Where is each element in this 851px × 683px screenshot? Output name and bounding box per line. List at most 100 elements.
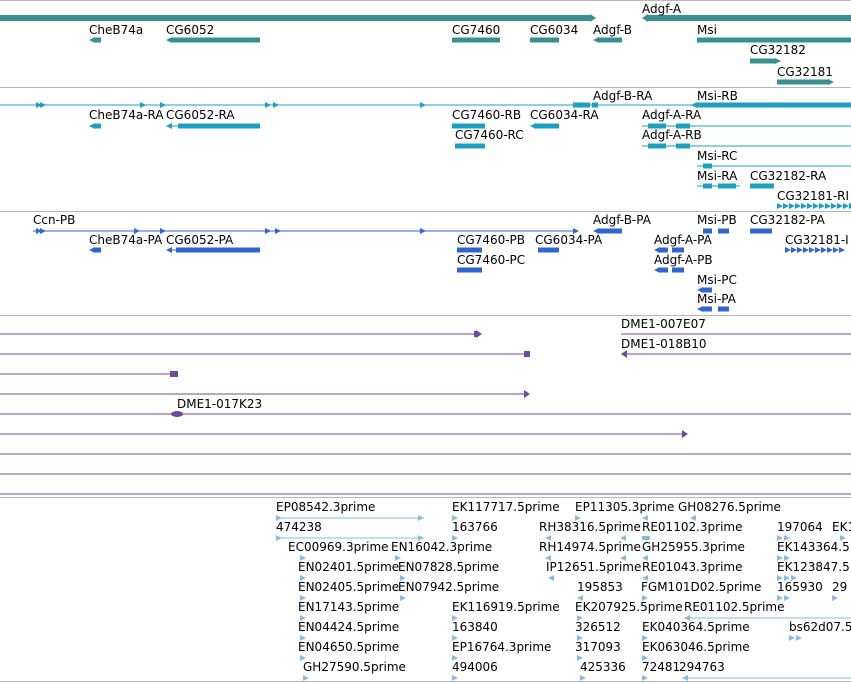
est-label[interactable]: GH08276.5prime: [678, 500, 781, 514]
exon-tick[interactable]: [400, 595, 406, 601]
est-label[interactable]: EK143364.5: [777, 540, 850, 554]
exon-tick[interactable]: [420, 228, 426, 234]
est-label[interactable]: EK123847.5: [777, 560, 850, 574]
clone-end[interactable]: [524, 390, 530, 398]
gene-bar[interactable]: [648, 15, 851, 21]
exon-block[interactable]: [718, 228, 729, 234]
est-label[interactable]: EN07942.5prime: [398, 580, 499, 594]
gene-label[interactable]: Adgf-A: [642, 2, 682, 16]
est-label[interactable]: RH14974.5prime: [539, 540, 641, 554]
exon-tick[interactable]: [452, 535, 458, 541]
strand-arrow-left[interactable]: [697, 287, 703, 293]
clone-end[interactable]: [524, 351, 530, 357]
gene-label[interactable]: CheB74a: [89, 23, 143, 37]
exon-block[interactable]: [703, 287, 712, 293]
exon-block[interactable]: [648, 143, 666, 149]
exon-tick[interactable]: [784, 535, 790, 541]
exon-tick[interactable]: [783, 203, 789, 209]
exon-tick[interactable]: [273, 102, 279, 108]
prediction-label[interactable]: CheB74a-PA: [89, 233, 163, 247]
exon-block[interactable]: [672, 247, 684, 253]
exon-tick[interactable]: [276, 535, 282, 541]
est-label[interactable]: EK1: [832, 520, 851, 534]
exon-tick[interactable]: [642, 675, 648, 681]
gene-label[interactable]: CG6034: [530, 23, 578, 37]
est-label[interactable]: EK207925.5prime: [575, 600, 683, 614]
strand-arrow-right[interactable]: [590, 14, 596, 22]
est-label[interactable]: 163840: [452, 620, 498, 634]
exon-tick[interactable]: [303, 675, 309, 681]
exon-tick[interactable]: [777, 595, 783, 601]
est-label[interactable]: RE01043.3prime: [642, 560, 743, 574]
est-label[interactable]: GH25955.3prime: [642, 540, 745, 554]
exon-tick[interactable]: [300, 555, 306, 561]
exon-block[interactable]: [172, 37, 260, 43]
exon-tick[interactable]: [777, 555, 783, 561]
exon-tick[interactable]: [452, 615, 458, 621]
exon-tick[interactable]: [837, 203, 843, 209]
transcript-label[interactable]: CG7460-RB: [452, 108, 521, 122]
est-label[interactable]: 425336: [580, 660, 626, 674]
prediction-label[interactable]: CG7460-PB: [457, 233, 525, 247]
exon-tick[interactable]: [809, 247, 815, 253]
strand-arrow-left[interactable]: [89, 37, 95, 43]
exon-tick[interactable]: [36, 228, 42, 234]
exon-tick[interactable]: [833, 247, 839, 253]
prediction-label[interactable]: Adgf-B-PA: [593, 213, 652, 227]
est-label[interactable]: RE01102.3prime: [642, 520, 743, 534]
exon-block[interactable]: [660, 247, 668, 253]
strand-arrow-left[interactable]: [89, 123, 95, 129]
exon-tick[interactable]: [265, 102, 271, 108]
exon-tick[interactable]: [831, 203, 837, 209]
exon-tick[interactable]: [796, 635, 802, 641]
est-label[interactable]: 72481: [642, 660, 680, 674]
exon-tick[interactable]: [825, 203, 831, 209]
est-label[interactable]: 326512: [575, 620, 621, 634]
est-label[interactable]: 294763: [679, 660, 725, 674]
exon-tick[interactable]: [452, 655, 458, 661]
est-label[interactable]: 29: [832, 580, 847, 594]
exon-tick[interactable]: [690, 515, 696, 521]
prediction-label[interactable]: Adgf-A-PB: [654, 253, 713, 267]
exon-tick[interactable]: [577, 635, 583, 641]
gene-label[interactable]: CG7460: [452, 23, 500, 37]
est-label[interactable]: EN16042.3prime: [391, 540, 492, 554]
transcript-label[interactable]: Msi-RC: [697, 149, 737, 163]
prediction-label[interactable]: Msi-PC: [697, 273, 737, 287]
strand-arrow-left[interactable]: [593, 228, 599, 234]
transcript-label[interactable]: CG7460-RC: [455, 128, 524, 142]
exon-tick[interactable]: [784, 575, 790, 581]
clone-label[interactable]: DME1-018B10: [621, 337, 707, 351]
exon-block[interactable]: [457, 247, 482, 253]
prediction-label[interactable]: Ccn-PB: [33, 213, 75, 227]
est-label[interactable]: EN07828.5prime: [398, 560, 499, 574]
est-label[interactable]: EP08542.3prime: [276, 500, 375, 514]
gene-bar[interactable]: [0, 15, 590, 21]
exon-block[interactable]: [642, 536, 650, 540]
est-label[interactable]: FGM101D02.5prime: [641, 580, 761, 594]
est-label[interactable]: 474238: [276, 520, 322, 534]
prediction-label[interactable]: CG32182-PA: [750, 213, 826, 227]
exon-block[interactable]: [538, 247, 559, 253]
exon-tick[interactable]: [843, 203, 849, 209]
exon-tick[interactable]: [784, 555, 790, 561]
prediction-label[interactable]: Adgf-A-PA: [654, 233, 713, 247]
transcript-label[interactable]: CG6034-RA: [530, 108, 599, 122]
est-label[interactable]: EN04424.5prime: [298, 620, 399, 634]
exon-tick[interactable]: [789, 203, 795, 209]
exon-block[interactable]: [703, 228, 712, 234]
clone-end[interactable]: [682, 430, 688, 438]
exon-tick[interactable]: [791, 575, 797, 581]
exon-tick[interactable]: [682, 675, 688, 681]
exon-tick[interactable]: [807, 203, 813, 209]
exon-block[interactable]: [178, 123, 260, 129]
prediction-label[interactable]: CG32181-I: [785, 233, 849, 247]
exon-tick[interactable]: [160, 102, 166, 108]
exon-block[interactable]: [676, 143, 690, 149]
est-label[interactable]: 317093: [575, 640, 621, 654]
exon-block[interactable]: [672, 267, 684, 273]
exon-tick[interactable]: [832, 595, 838, 601]
exon-block[interactable]: [530, 37, 559, 43]
gene-label[interactable]: CG32182: [750, 43, 806, 57]
clone-end[interactable]: [474, 331, 478, 337]
